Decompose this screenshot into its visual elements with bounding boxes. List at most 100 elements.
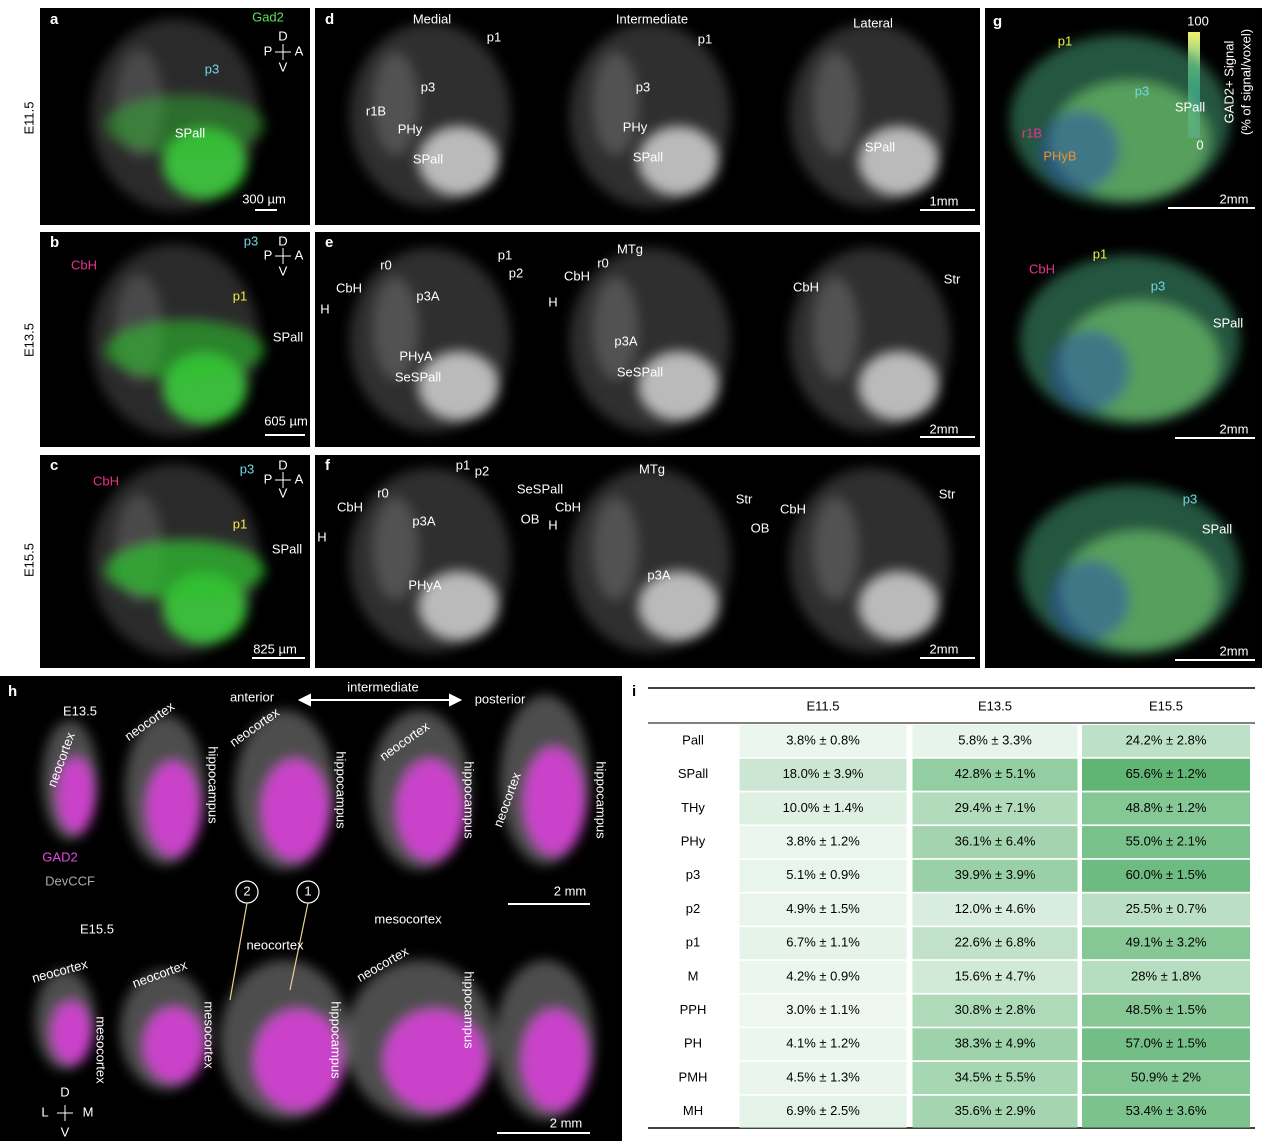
image-blob (56, 756, 96, 834)
row-header: PHy (681, 834, 706, 849)
table-cell-text: 49.1% ± 3.2% (1126, 935, 1207, 950)
image-blob (858, 351, 939, 421)
annotation-label: p1 (698, 31, 712, 46)
arrow-head (297, 693, 463, 707)
table-cell (1082, 927, 1250, 960)
table-cell (912, 994, 1078, 1027)
row-header: M (688, 968, 699, 983)
annotation-label: 2mm (1220, 643, 1249, 658)
table-cell-text: 50.9% ± 2% (1131, 1069, 1201, 1084)
table-cell (739, 826, 907, 859)
annotation-label: CbH (1029, 261, 1055, 276)
table-cell-text: 29.4% ± 7.1% (955, 800, 1036, 815)
table-cell (739, 758, 907, 791)
table-cell-text: 39.9% ± 3.9% (955, 867, 1036, 882)
annotation-label: r0 (380, 257, 392, 272)
annotation-label: p3A (412, 513, 435, 528)
annotation-label: p3 (205, 61, 219, 76)
image-blob (522, 746, 586, 857)
image-blob (105, 320, 265, 380)
table-cell (912, 725, 1078, 757)
row-label: E11.5 (21, 101, 36, 134)
table-cell-text: 15.6% ± 4.7% (955, 968, 1036, 983)
table-cell (739, 960, 907, 993)
annotation-label: SPall (865, 139, 895, 154)
table-cell (739, 725, 907, 757)
image-blob (812, 276, 859, 381)
annotation-label: p3 (1135, 83, 1149, 98)
table-header: E13.5 (978, 698, 1012, 713)
pointer-line (289, 902, 309, 991)
table-cell (739, 927, 907, 960)
table-cell (739, 1028, 907, 1061)
annotation-label: posterior (475, 691, 526, 706)
annotation-label: GAD2+ Signal (1221, 41, 1236, 124)
image-blob (372, 276, 419, 381)
table-cell (1082, 859, 1250, 892)
annotation-label: V (279, 485, 288, 500)
annotation-label: p3 (1151, 278, 1165, 293)
image-blob (50, 1000, 92, 1065)
table-cell-text: 6.7% ± 1.1% (786, 935, 860, 950)
pointer-line (229, 902, 248, 1001)
annotation-label: D (278, 457, 287, 472)
row-label: E15.5 (21, 543, 36, 577)
image-blob (1040, 110, 1120, 190)
annotation-label: p1 (498, 247, 512, 262)
annotation-label: V (279, 263, 288, 278)
row-header: Pall (682, 732, 704, 747)
table-cell-text: 36.1% ± 6.4% (955, 834, 1036, 849)
annotation-label: CbH (337, 499, 363, 514)
annotation-label: H (317, 529, 326, 544)
annotation-label: mesocortex (374, 911, 442, 926)
annotation-label: mesocortex (94, 1016, 109, 1084)
annotation-label: P (264, 471, 273, 486)
table-header: E15.5 (1149, 698, 1183, 713)
annotation-label: r1B (366, 103, 386, 118)
image-blob (142, 1006, 206, 1084)
annotation-label: 825 µm (253, 641, 297, 656)
annotation-label: p3A (416, 288, 439, 303)
annotation-label: SPall (413, 151, 443, 166)
annotation-label: D (60, 1084, 69, 1099)
table-cell-text: 5.8% ± 3.3% (958, 732, 1032, 747)
row-header: p3 (686, 867, 700, 882)
image-blob (1050, 560, 1130, 640)
annotation-label: MTg (617, 241, 643, 256)
table-cell (912, 792, 1078, 825)
table-cell (912, 826, 1078, 859)
annotation-label: neocortex (246, 937, 304, 952)
table-cell (912, 1095, 1078, 1128)
annotation-label: Str (944, 271, 961, 286)
image-blob (520, 1008, 590, 1112)
image-blob (105, 95, 265, 155)
annotation-label: CbH (71, 257, 97, 272)
annotation-label: MTg (639, 461, 665, 476)
annotation-label: PHy (623, 119, 648, 134)
annotation-label: 2mm (930, 641, 959, 656)
table-cell (1082, 725, 1250, 757)
annotation-label: L (41, 1104, 48, 1119)
annotation-label: SeSPall (617, 364, 663, 379)
image-blob (638, 571, 719, 641)
table-cell (1082, 1028, 1250, 1061)
image-blob (812, 51, 859, 156)
image-blob (418, 351, 499, 421)
annotation-label: 2 mm (554, 883, 587, 898)
table-cell (1082, 893, 1250, 926)
annotation-label: CbH (336, 280, 362, 295)
panel-letter: d (325, 11, 334, 28)
annotation-label: Str (736, 491, 753, 506)
annotation-label: p1 (233, 288, 247, 303)
annotation-label: p2 (509, 265, 523, 280)
annotation-label: hippocampus (206, 746, 221, 824)
annotation-label: r1B (1022, 125, 1042, 140)
annotation-label: 2mm (1220, 191, 1249, 206)
image-blob (395, 758, 465, 862)
table-cell-text: 4.1% ± 1.2% (786, 1036, 860, 1051)
table-cell (739, 792, 907, 825)
table-cell-text: 24.2% ± 2.8% (1126, 732, 1207, 747)
panel-letter: h (8, 683, 17, 700)
table-cell-text: 57.0% ± 1.5% (1126, 1036, 1207, 1051)
